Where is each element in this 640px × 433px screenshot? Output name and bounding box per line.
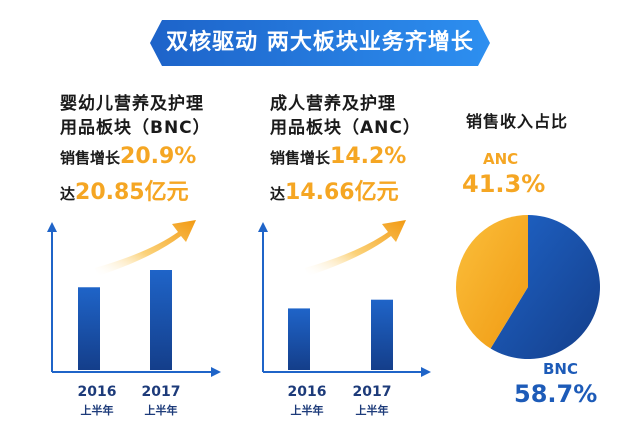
anc-revenue-line: 达14.66亿元 (270, 174, 399, 206)
anc-segment-title: 成人营养及护理 用品板块（ANC） (270, 92, 421, 140)
chart2-y-axis-arrow-icon (258, 222, 268, 232)
chart1-x-axis-arrow-icon (211, 367, 221, 377)
bnc-growth-label: 销售增长 (60, 149, 121, 167)
anc-revenue-label: 达 (270, 185, 286, 203)
chart1-y-axis-arrow-icon (47, 222, 57, 232)
anc-revenue-value: 14.66亿元 (285, 180, 399, 205)
chart2-x-label-2017: 2017 (352, 384, 392, 400)
bnc-growth-value: 20.9% (120, 144, 197, 169)
chart2-x-axis-arrow-icon (421, 367, 431, 377)
banner: 双核驱动 两大板块业务齐增长 (150, 20, 490, 66)
bnc-revenue-line: 达20.85亿元 (60, 174, 189, 206)
anc-title-line2: 用品板块（ANC） (270, 118, 421, 138)
pie-value-anc: 41.3% (462, 170, 546, 198)
pie-title: 销售收入占比 (466, 112, 569, 131)
chart1-x-label-2017: 2017 (141, 384, 181, 400)
bnc-title-line1: 婴幼儿营养及护理 (60, 94, 204, 114)
chart2-bar-2017 (371, 299, 393, 370)
bnc-revenue-label: 达 (60, 185, 76, 203)
bnc-segment-title: 婴幼儿营养及护理 用品板块（BNC） (60, 92, 211, 140)
chart1-growth-arrow-icon (95, 220, 196, 276)
chart1-bar-2016 (78, 287, 100, 370)
chart2-growth-arrow-icon (305, 220, 406, 276)
anc-growth-label: 销售增长 (270, 149, 331, 167)
pie-slice-bnc (490, 215, 601, 359)
pie-slice-anc (456, 215, 528, 349)
chart2-x-sublabel-2017: 上半年 (355, 404, 389, 417)
chart2-bar-2016 (288, 308, 310, 370)
pie-label-anc: ANC (483, 150, 519, 168)
anc-growth-line: 销售增长14.2% (270, 144, 406, 169)
chart1-x-label-2016: 2016 (77, 384, 117, 400)
banner-background (150, 20, 490, 66)
pie-value-bnc: 58.7% (514, 380, 598, 408)
chart2-x-sublabel-2016: 上半年 (290, 404, 324, 417)
banner-title: 双核驱动 两大板块业务齐增长 (166, 30, 474, 55)
bnc-title-line2: 用品板块（BNC） (60, 118, 211, 138)
bnc-revenue-value: 20.85亿元 (75, 180, 189, 205)
anc-growth-value: 14.2% (330, 144, 407, 169)
chart1-x-sublabel-2017: 上半年 (144, 404, 178, 417)
chart1-bar-2017 (150, 270, 172, 370)
chart1-x-sublabel-2016: 上半年 (80, 404, 114, 417)
chart2-x-label-2016: 2016 (287, 384, 327, 400)
bnc-growth-line: 销售增长20.9% (60, 144, 196, 169)
anc-title-line1: 成人营养及护理 (270, 94, 396, 114)
pie-label-bnc: BNC (543, 360, 578, 378)
